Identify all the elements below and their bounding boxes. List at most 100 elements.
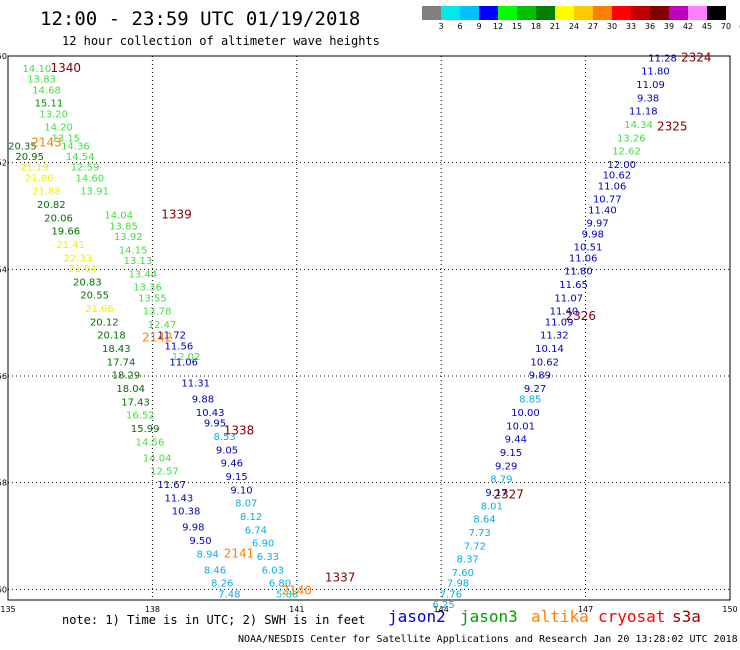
x-tick-label: 141	[289, 605, 304, 614]
wave-height-point: 8.12	[240, 512, 262, 523]
wave-height-point: 21.04	[68, 264, 97, 275]
wave-height-point: 11.72	[157, 331, 186, 342]
wave-height-point: 9.27	[524, 384, 546, 395]
colorbar-swatch	[650, 6, 669, 20]
orbit-label: 2140	[282, 584, 313, 598]
wave-height-point: 20.35	[8, 141, 37, 152]
colorbar-tick-label: 42	[682, 22, 694, 31]
colorbar-swatch	[517, 6, 536, 20]
legend-entry-cryosat: cryosat	[598, 607, 666, 626]
legend-entry-altika: altika	[531, 607, 589, 626]
wave-height-point: 10.00	[511, 408, 540, 419]
wave-height-point: 13.13	[124, 256, 153, 267]
wave-height-point: 11.67	[157, 480, 186, 491]
x-tick-label: 144	[434, 605, 449, 614]
wave-height-point: 9.15	[226, 472, 248, 483]
colorbar-swatch	[536, 6, 555, 20]
wave-height-point: 7.76	[440, 589, 462, 600]
wave-height-point: 8.64	[473, 515, 495, 526]
wave-height-point: 8.94	[197, 549, 219, 560]
colorbar-swatch	[707, 6, 726, 20]
wave-height-point: 6.90	[252, 539, 274, 550]
wave-height-point: 11.40	[550, 307, 579, 318]
colorbar-tick-label: 39	[663, 22, 675, 31]
wave-height-point: 6.03	[262, 565, 284, 576]
wave-height-point: 13.91	[80, 187, 109, 198]
wave-height-point: 11.06	[598, 181, 627, 192]
colorbar-tick-label: 70	[720, 22, 732, 31]
wave-height-point: 20.55	[80, 291, 109, 302]
colorbar-tick-label: 3	[438, 22, 444, 31]
wave-height-point: 14.10	[23, 64, 52, 75]
colorbar-swatch	[479, 6, 498, 20]
wave-height-point: 20.12	[90, 317, 119, 328]
x-tick-label: 135	[0, 605, 15, 614]
wave-height-point: 13.26	[617, 133, 646, 144]
wave-height-point: 9.46	[221, 459, 243, 470]
wave-height-point: 14.04	[143, 453, 172, 464]
colorbar-tick-label: 12	[492, 22, 504, 31]
wave-height-point: 11.56	[165, 341, 194, 352]
wave-height-point: 9.88	[192, 395, 214, 406]
wave-height-point: 11.40	[588, 205, 617, 216]
legend-entry-s3a: s3a	[672, 607, 701, 626]
wave-height-point: 20.06	[44, 213, 73, 224]
legend-entry-jason2: jason2	[388, 607, 446, 626]
wave-height-point: 11.07	[554, 293, 583, 304]
wave-height-point: 21.19	[20, 163, 49, 174]
x-tick-label: 147	[578, 605, 593, 614]
colorbar-swatch	[555, 6, 574, 20]
wave-height-point: 5.86	[276, 589, 298, 600]
colorbar-tick-label: (ft)	[735, 22, 740, 31]
wave-height-point: 11.18	[629, 107, 658, 118]
colorbar-swatch	[574, 6, 593, 20]
wave-height-point: 21.86	[25, 173, 54, 184]
wave-height-point: 11.31	[181, 379, 210, 390]
orbit-label: 2142	[142, 330, 173, 344]
colorbar-swatch	[612, 6, 631, 20]
wave-height-point: 12.62	[612, 147, 641, 158]
colorbar-tick-label: 30	[606, 22, 618, 31]
wave-height-point: 9.98	[182, 523, 204, 534]
colorbar-tick-label: 15	[511, 22, 523, 31]
colorbar-tick-label: 33	[625, 22, 637, 31]
wave-height-point: 6.74	[245, 525, 267, 536]
wave-height-point: 9.97	[587, 219, 609, 230]
footer-note: note: 1) Time is in UTC; 2) SWH is in fe…	[62, 613, 366, 627]
wave-height-point: 14.20	[44, 123, 73, 134]
wave-height-point: 20.95	[15, 152, 44, 163]
wave-height-point: 9.95	[204, 419, 226, 430]
wave-height-point: 17.74	[107, 357, 136, 368]
orbit-label: 2326	[566, 309, 597, 323]
wave-height-point: 13.44	[128, 269, 157, 280]
orbit-label: 1340	[50, 61, 81, 75]
wave-height-point: 18.43	[102, 344, 131, 355]
wave-height-point: 13.36	[133, 283, 162, 294]
wave-height-point: 14.36	[61, 141, 90, 152]
wave-height-point: 22.33	[63, 253, 92, 264]
wave-height-point: 10.01	[506, 421, 535, 432]
y-tick-label: -60	[0, 585, 7, 594]
wave-height-point: 8.53	[213, 432, 235, 443]
page-subtitle: 12 hour collection of altimeter wave hei…	[62, 34, 380, 48]
colorbar-swatch	[669, 6, 688, 20]
wave-height-point: 12.59	[71, 163, 100, 174]
page-title: 12:00 - 23:59 UTC 01/19/2018	[40, 8, 361, 30]
wave-height-point: 12.47	[148, 320, 177, 331]
wave-height-point: 9.38	[637, 93, 659, 104]
colorbar-tick-label: 6	[457, 22, 463, 31]
wave-height-point: 21.66	[85, 304, 114, 315]
wave-height-point: 12.00	[607, 160, 636, 171]
colorbar-tick-label: 9	[476, 22, 482, 31]
colorbar-tick-label: 45	[701, 22, 713, 31]
wave-height-point: 6.80	[269, 579, 291, 590]
y-tick-label: -58	[0, 479, 7, 488]
wave-height-point: 11.43	[165, 493, 194, 504]
wave-height-point: 14.15	[119, 245, 148, 256]
x-tick-label: 150	[722, 605, 737, 614]
wave-height-point: 6.33	[257, 552, 279, 563]
orbit-label: 2141	[224, 546, 255, 560]
wave-height-point: 14.68	[32, 85, 61, 96]
